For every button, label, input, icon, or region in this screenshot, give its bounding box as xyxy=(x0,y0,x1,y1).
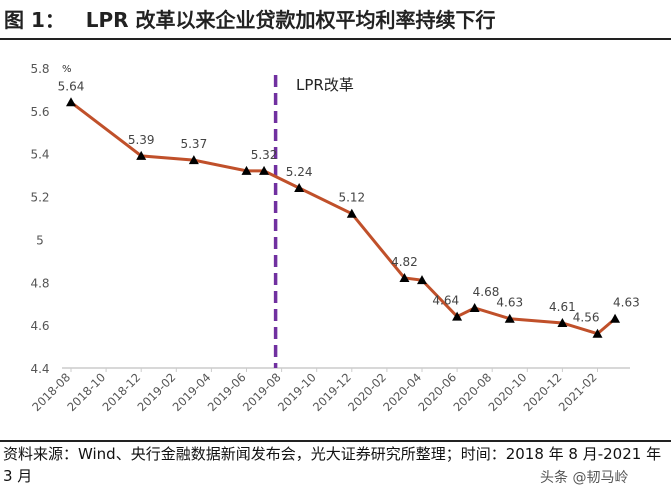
data-point-marker xyxy=(399,273,410,282)
data-label: 4.64 xyxy=(432,294,459,308)
data-label: 5.64 xyxy=(58,79,85,93)
data-point-marker xyxy=(610,313,621,323)
x-tick-label: 2021-02 xyxy=(556,370,600,414)
data-point-marker xyxy=(66,97,76,107)
data-point-marker xyxy=(592,328,603,338)
data-label: 5.32 xyxy=(251,148,278,162)
data-label: 5.39 xyxy=(128,133,155,147)
data-label: 4.63 xyxy=(496,296,523,310)
data-label: 4.82 xyxy=(391,255,418,269)
y-tick-label: 4.6 xyxy=(30,319,49,333)
data-label: 5.37 xyxy=(180,137,207,151)
data-label: 4.68 xyxy=(473,285,500,299)
data-point-marker xyxy=(452,311,463,321)
data-point-marker xyxy=(417,275,427,285)
data-point-marker xyxy=(346,208,357,218)
data-point-marker xyxy=(469,303,480,312)
data-label: 5.12 xyxy=(338,191,365,205)
y-axis-unit: % xyxy=(62,64,72,75)
data-point-marker xyxy=(241,165,252,175)
y-tick-label: 5 xyxy=(36,233,44,247)
data-label: 4.63 xyxy=(613,296,640,310)
divider xyxy=(0,440,671,442)
data-point-marker xyxy=(294,183,305,192)
data-point-marker xyxy=(259,165,270,175)
source-note: 资料来源：Wind、央行金融数据新闻发布会，光大证券研究所整理；时间：2018 … xyxy=(3,445,662,485)
y-tick-label: 4.8 xyxy=(30,276,49,290)
data-point-marker xyxy=(136,150,147,160)
data-point-marker xyxy=(188,155,199,165)
chart-title: 图 1： LPR 改革以来企业贷款加权平均利率持续下行 xyxy=(4,8,496,32)
annotation-label: LPR改革 xyxy=(296,76,354,94)
data-label: 4.61 xyxy=(549,300,576,314)
y-tick-label: 4.4 xyxy=(30,362,49,376)
watermark: 头条 @韧马岭 xyxy=(540,470,629,486)
data-point-marker xyxy=(504,313,515,323)
y-tick-label: 5.4 xyxy=(30,148,49,162)
y-tick-label: 5.2 xyxy=(30,191,49,205)
data-label: 5.24 xyxy=(286,165,313,179)
y-tick-label: 5.8 xyxy=(30,62,49,76)
data-label: 4.56 xyxy=(573,311,600,325)
y-tick-label: 5.6 xyxy=(30,105,49,119)
data-point-marker xyxy=(557,318,568,327)
divider xyxy=(0,38,671,40)
chart: 4.44.64.855.25.45.65.8 %2018-082018-10201… xyxy=(29,62,640,414)
